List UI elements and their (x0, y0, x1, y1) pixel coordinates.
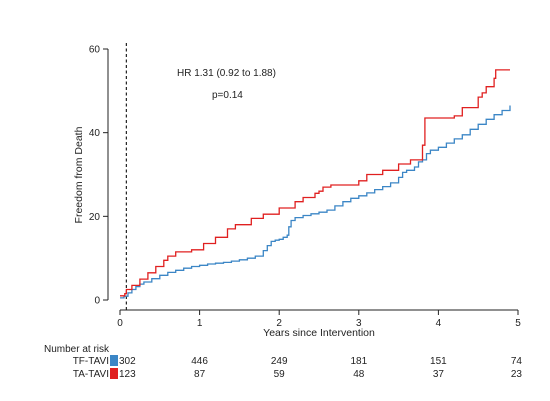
x-tick-label: 1 (197, 318, 203, 329)
risk-row-color-marker (110, 368, 118, 379)
risk-value: 23 (511, 369, 523, 380)
series-line-ta-tavi (120, 69, 510, 297)
risk-row-label: TA-TAVI (73, 369, 109, 380)
y-ticks: 0 20 40 60 (89, 45, 108, 307)
y-axis-title: Freedom from Death (73, 126, 85, 223)
risk-value: 181 (350, 356, 367, 367)
risk-value: 59 (274, 369, 286, 380)
risk-value: 123 (119, 369, 136, 380)
y-tick-label: 0 (94, 296, 100, 307)
hr-annotation: HR 1.31 (0.92 to 1.88) (177, 68, 276, 79)
risk-value: 302 (119, 356, 136, 367)
x-ticks: 0 1 2 3 4 5 (117, 310, 521, 329)
y-tick-label: 40 (89, 128, 101, 139)
risk-value: 151 (430, 356, 447, 367)
x-tick-label: 5 (515, 318, 521, 329)
risk-row-label: TF-TAVI (73, 356, 109, 367)
risk-table-header: Number at risk (44, 344, 110, 355)
plot-area: 0 20 40 60 0 1 2 3 4 5 (89, 43, 521, 329)
x-tick-label: 4 (436, 318, 442, 329)
series-line-tf-tavi (120, 105, 511, 299)
x-tick-label: 3 (356, 318, 362, 329)
risk-value: 48 (353, 369, 365, 380)
x-tick-label: 0 (117, 318, 123, 329)
x-axis-title: Years since Intervention (263, 327, 375, 339)
y-tick-label: 20 (89, 212, 101, 223)
x-tick-label: 2 (276, 318, 282, 329)
risk-value: 74 (511, 356, 523, 367)
risk-value: 249 (271, 356, 288, 367)
risk-value: 446 (191, 356, 208, 367)
p-value-annotation: p=0.14 (212, 90, 243, 101)
risk-value: 87 (194, 369, 206, 380)
y-tick-label: 60 (89, 45, 101, 56)
risk-row-color-marker (110, 355, 118, 366)
risk-table: Number at risk TF-TAVI 302 446 249 181 151 74 T… (44, 344, 522, 380)
series-lines (120, 69, 511, 299)
risk-value: 37 (433, 369, 445, 380)
